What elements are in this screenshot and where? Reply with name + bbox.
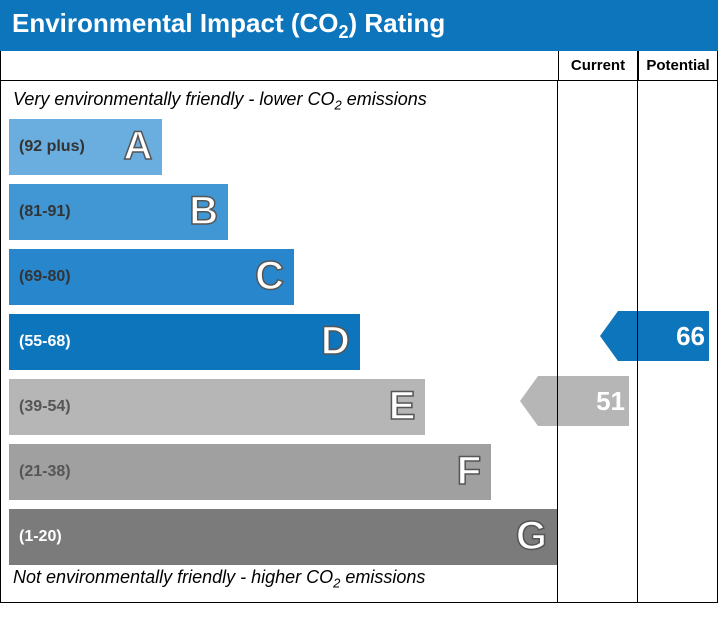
band-range: (69-80) [9, 268, 71, 286]
band-e: (39-54) E [9, 379, 425, 435]
band-letter: G [516, 514, 547, 559]
rating-grid: Current Potential Very environmentally f… [0, 51, 718, 603]
band-letter: C [255, 254, 284, 299]
band-g: (1-20) G [9, 509, 557, 565]
potential-pointer: 66 [618, 311, 713, 361]
band-b: (81-91) B [9, 184, 228, 240]
potential-pointer-value: 66 [676, 321, 705, 352]
current-pointer-value: 51 [596, 386, 625, 417]
band-range: (81-91) [9, 203, 71, 221]
band-range: (92 plus) [9, 138, 85, 156]
chart-area: Very environmentally friendly - lower CO… [0, 81, 558, 603]
band-a: (92 plus) A [9, 119, 162, 175]
band-letter: E [389, 384, 416, 429]
header-current: Current [558, 51, 638, 81]
band-range: (21-38) [9, 463, 71, 481]
title-bar: Environmental Impact (CO2) Rating [0, 0, 718, 51]
band-letter: A [124, 124, 153, 169]
caption-top: Very environmentally friendly - lower CO… [9, 87, 557, 119]
caption-bottom: Not environmentally friendly - higher CO… [9, 565, 557, 597]
band-letter: F [457, 449, 481, 494]
header-blank [0, 51, 558, 81]
band-range: (1-20) [9, 528, 62, 546]
header-potential: Potential [638, 51, 718, 81]
band-range: (55-68) [9, 333, 71, 351]
band-range: (39-54) [9, 398, 71, 416]
band-letter: B [189, 189, 218, 234]
title-text: Environmental Impact (CO2) Rating [12, 8, 445, 38]
current-pointer: 51 [538, 376, 633, 426]
band-letter: D [321, 319, 350, 364]
band-f: (21-38) F [9, 444, 491, 500]
band-d: (55-68) D [9, 314, 360, 370]
band-c: (69-80) C [9, 249, 294, 305]
bars-container: (92 plus) A (81-91) B (69-80) C (55-68) D (39-54… [9, 119, 557, 565]
potential-column: 66 [638, 81, 718, 603]
